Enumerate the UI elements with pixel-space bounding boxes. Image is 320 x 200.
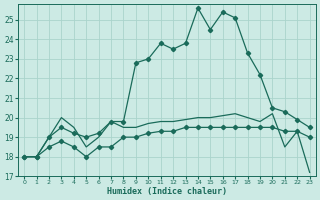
X-axis label: Humidex (Indice chaleur): Humidex (Indice chaleur) (107, 187, 227, 196)
